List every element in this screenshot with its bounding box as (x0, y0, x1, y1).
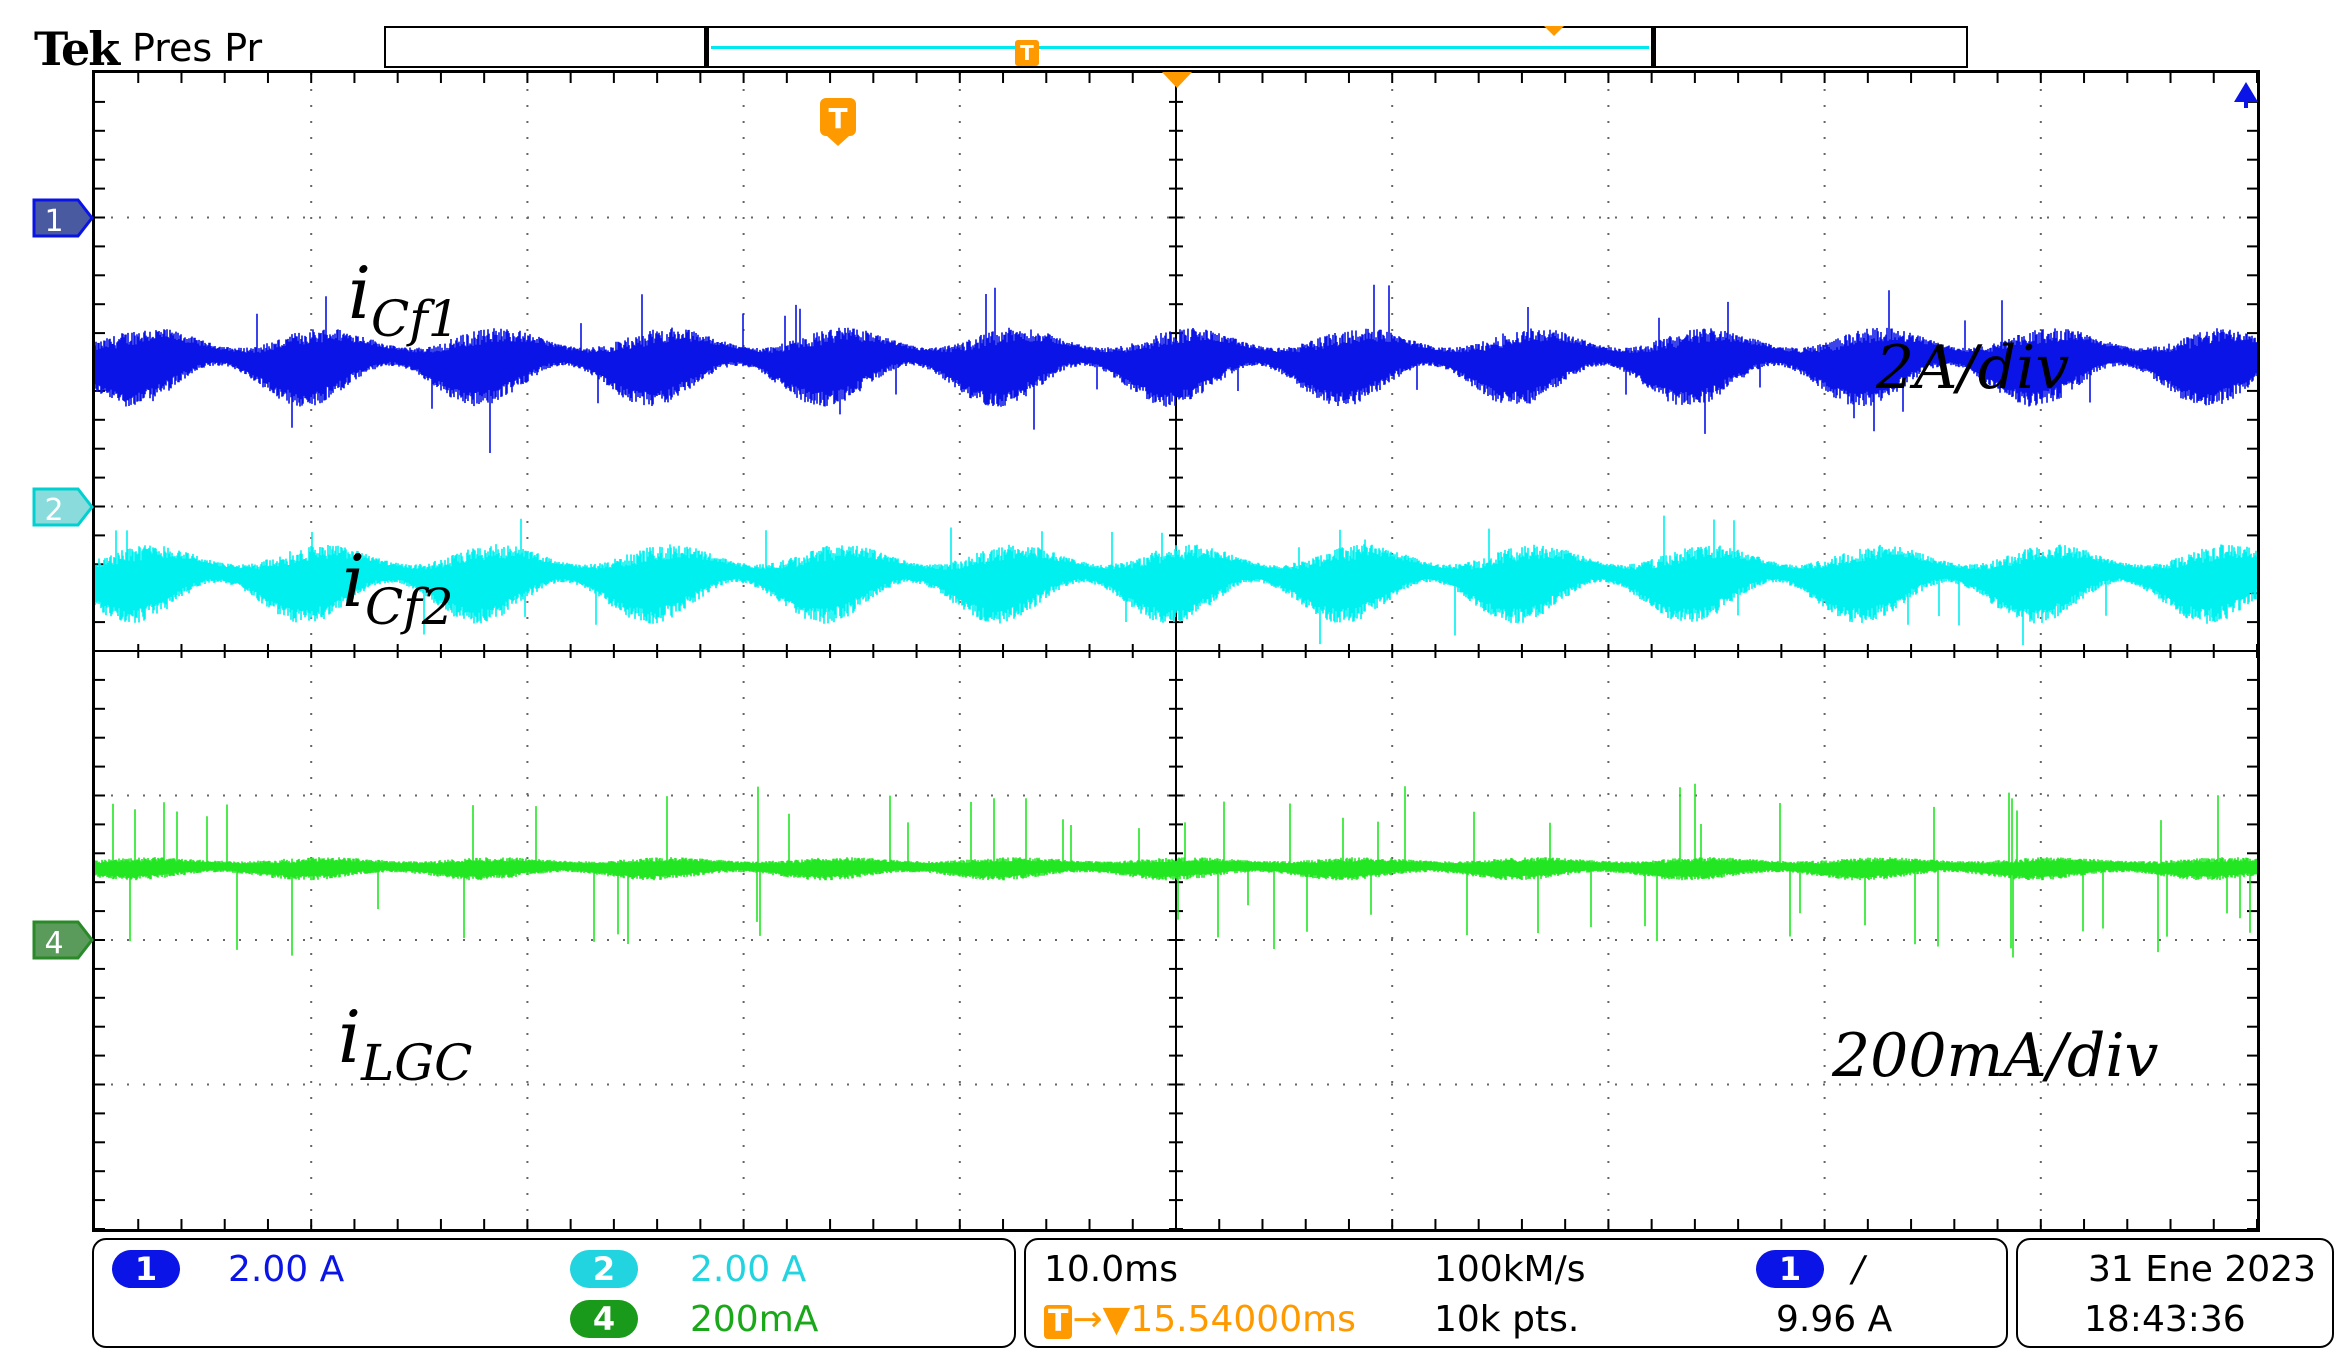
trace-icf2 (95, 515, 2257, 645)
trace-ilgc (95, 783, 2257, 958)
ch4-marker-label: 4 (44, 926, 63, 961)
datetime-panel: 31 Ene 2023 18:43:36 (2016, 1238, 2334, 1348)
brand-logo: Tek (34, 22, 120, 76)
ch2-scale: 2.00 A (690, 1249, 807, 1290)
ch4-badge[interactable]: 4 (570, 1300, 638, 1338)
overview-expansion-marker (1544, 26, 1564, 36)
ch2-marker-label: 2 (44, 493, 63, 528)
ch1-badge[interactable]: 1 (112, 1250, 180, 1288)
ch1-scale: 2.00 A (228, 1249, 345, 1290)
trigger-slope-icon: / (1852, 1249, 1865, 1290)
delay-trigger-icon: T (1044, 1305, 1073, 1339)
ch1-marker-label: 1 (44, 204, 63, 239)
graticule (92, 70, 2260, 1232)
record-view-window[interactable] (704, 26, 1656, 68)
trace-icf1 (95, 284, 2257, 453)
grid-lines (95, 73, 2257, 1229)
delay-value: →▼15.54000ms (1072, 1299, 1356, 1340)
ch1-ground-marker[interactable]: 1 (32, 198, 94, 239)
ch4-ground-marker[interactable]: 4 (32, 920, 94, 961)
date-value: 31 Ene 2023 (2087, 1249, 2316, 1290)
ch2-ground-marker[interactable]: 2 (32, 487, 94, 528)
overview-trigger-label: T (1020, 41, 1034, 65)
timebase-value: 10.0ms (1044, 1249, 1178, 1290)
overview-markers: T (1015, 26, 1564, 66)
waveform-traces (95, 284, 2257, 958)
channel-readout-panel[interactable]: 1 2.00 A 2 2.00 A 4 200mA (92, 1238, 1016, 1348)
sample-rate: 100kM/s (1434, 1249, 1586, 1290)
record-length: 10k pts. (1434, 1299, 1580, 1340)
acquisition-status: Pres Pr (132, 26, 263, 70)
overview-trigger-marker (1015, 40, 1039, 66)
trigger-source-badge[interactable]: 1 (1756, 1250, 1824, 1288)
ch4-scale: 200mA (690, 1299, 819, 1340)
trigger-level: 9.96 A (1776, 1299, 1893, 1340)
record-overview-bar[interactable]: T (384, 26, 1968, 68)
horizontal-delay: T →▼15.54000ms (1044, 1302, 1356, 1339)
record-trace-line (711, 46, 1649, 49)
acquisition-readout-panel[interactable]: 10.0ms T →▼15.54000ms 100kM/s 10k pts. 1 … (1024, 1238, 2008, 1348)
ch2-badge[interactable]: 2 (570, 1250, 638, 1288)
waveform-plot (95, 73, 2257, 1229)
time-value: 18:43:36 (2084, 1299, 2246, 1340)
